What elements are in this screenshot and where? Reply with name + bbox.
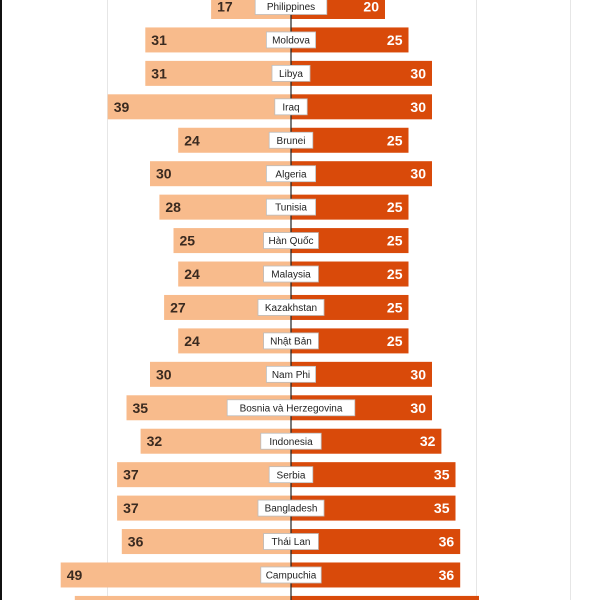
left-value-label: 31 (151, 32, 167, 48)
country-label: Indonesia (269, 437, 313, 448)
country-label: Nhật Bản (270, 337, 312, 348)
country-label: Thái Lan (272, 537, 311, 548)
country-label-box (268, 131, 314, 149)
right-value-label: 36 (439, 567, 455, 583)
gridline (107, 0, 108, 600)
left-value-label: 49 (67, 567, 83, 583)
right-value-label: 32 (420, 433, 436, 449)
country-label-box (265, 198, 316, 216)
left-value-label: 17 (217, 0, 233, 15)
country-label: Libya (279, 69, 303, 80)
right-bar (291, 462, 456, 488)
right-bar (291, 529, 461, 555)
right-bar (291, 94, 432, 120)
country-label-box (265, 31, 316, 49)
left-value-label: 27 (170, 299, 186, 315)
country-label: Nam Phi (272, 370, 310, 381)
right-value-label: 25 (387, 199, 403, 215)
left-value-label: 24 (184, 266, 200, 282)
country-label: Iraq (282, 102, 299, 113)
left-value-label: 36 (128, 534, 144, 550)
left-value-label: 31 (151, 65, 167, 81)
right-bar (291, 595, 479, 600)
country-label: Moldova (272, 36, 310, 47)
left-value-label: 24 (184, 132, 200, 148)
right-value-label: 25 (387, 333, 403, 349)
country-label-box (271, 64, 311, 82)
right-value-label: 30 (410, 166, 426, 182)
country-label-box (260, 566, 322, 584)
left-value-label: 37 (123, 467, 139, 483)
right-value-label: 25 (387, 233, 403, 249)
country-label: Kazakhstan (265, 303, 317, 314)
left-bar (107, 94, 291, 120)
left-value-label: 35 (133, 400, 149, 416)
right-value-label: 20 (363, 0, 379, 15)
country-label: Brunei (277, 136, 306, 147)
right-value-label: 35 (434, 500, 450, 516)
left-bar (121, 529, 291, 555)
country-label-box (263, 232, 319, 249)
country-label: Malaysia (271, 270, 311, 281)
country-label: Tunisia (275, 203, 307, 214)
right-value-label: 25 (387, 32, 403, 48)
gridline (476, 0, 477, 600)
gridline (570, 0, 571, 600)
country-label-box (257, 499, 325, 517)
labels-group: 17 20 Philippines 31 25 Moldova 31 30 Libya 39 30 I… (67, 0, 455, 584)
left-value-label: 30 (156, 366, 172, 382)
country-label-box (265, 365, 316, 383)
left-bar (145, 60, 291, 86)
left-value-label: 24 (184, 333, 200, 349)
country-label-box (263, 265, 319, 283)
left-value-label: 25 (180, 233, 196, 249)
country-label-box (263, 533, 319, 550)
right-value-label: 25 (387, 299, 403, 315)
right-value-label: 35 (434, 467, 450, 483)
country-label-box (260, 432, 322, 450)
right-value-label: 25 (387, 266, 403, 282)
country-label-box (263, 332, 319, 350)
country-label-box (254, 0, 328, 15)
country-label-box (257, 299, 325, 316)
country-label: Hàn Quốc (268, 235, 313, 247)
country-label: Campuchia (266, 571, 317, 582)
country-label-box (226, 399, 356, 417)
left-bar (60, 562, 292, 588)
right-value-label: 30 (410, 65, 426, 81)
left-value-label: 30 (156, 166, 172, 182)
country-label-box (265, 165, 316, 183)
country-label-box (274, 98, 308, 116)
right-value-label: 36 (439, 534, 455, 550)
right-value-label: 30 (410, 400, 426, 416)
left-value-label: 32 (147, 433, 163, 449)
country-label: Algeria (275, 169, 307, 180)
left-value-label: 39 (114, 99, 130, 115)
country-label: Philippines (267, 2, 315, 13)
right-value-label: 30 (410, 366, 426, 382)
right-bar (291, 60, 432, 86)
left-bar (74, 595, 291, 600)
country-label: Bangladesh (265, 504, 318, 515)
right-value-label: 25 (387, 132, 403, 148)
country-label: Bosnia và Herzegovina (240, 403, 343, 414)
country-label-box (268, 466, 314, 484)
left-bar (117, 462, 291, 488)
frame-left-border (0, 0, 2, 600)
left-value-label: 37 (123, 500, 139, 516)
country-label: Serbia (277, 470, 306, 481)
left-value-label: 28 (165, 199, 181, 215)
right-value-label: 30 (410, 99, 426, 115)
